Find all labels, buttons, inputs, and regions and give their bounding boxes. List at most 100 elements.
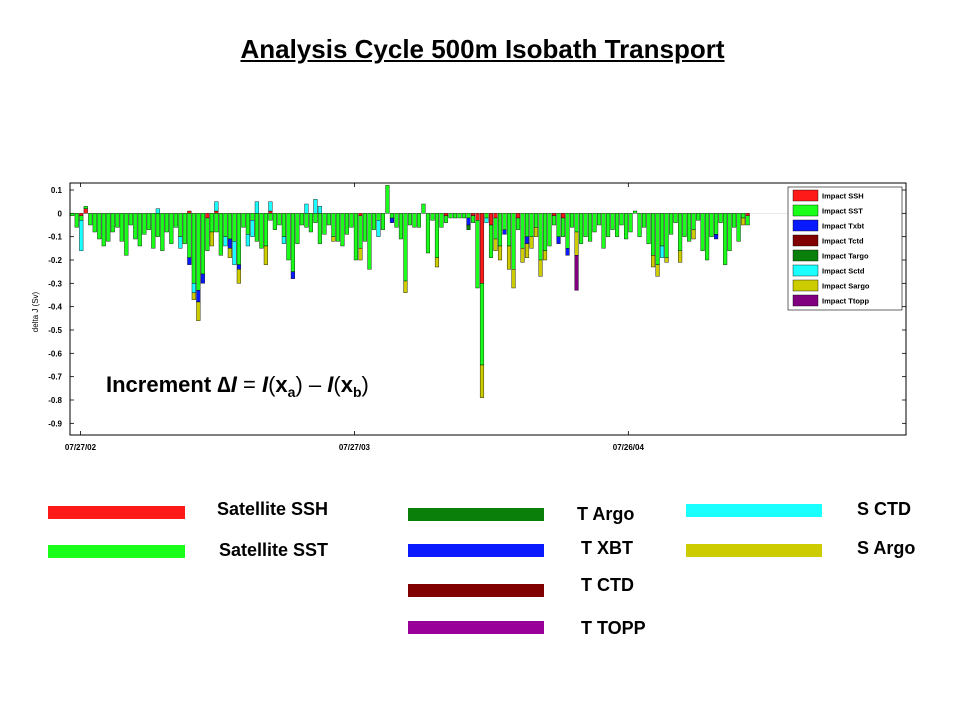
y-tick-label: -0.5 bbox=[48, 326, 62, 335]
bar-segment-sst bbox=[484, 213, 489, 219]
label-t-ctd: T CTD bbox=[581, 575, 634, 595]
bar-segment-sst bbox=[241, 213, 246, 228]
bar-segment-sst bbox=[151, 213, 156, 249]
y-tick-label: -0.2 bbox=[48, 256, 62, 265]
bar-segment-sst bbox=[651, 213, 656, 256]
bar-segment-sst bbox=[227, 213, 232, 240]
bar-segment-sst bbox=[169, 213, 174, 244]
bar-segment-sst bbox=[349, 213, 354, 228]
bar-segment-txbt bbox=[524, 236, 530, 244]
bar-segment-sst bbox=[727, 213, 732, 251]
annotation-minus: – bbox=[303, 372, 327, 397]
x-tick-label: 07/26/04 bbox=[613, 443, 645, 452]
bar-segment-sst bbox=[236, 213, 241, 265]
bar-segment-sargo bbox=[655, 264, 660, 277]
bar-segment-sargo bbox=[434, 257, 440, 268]
bar-segment-sctd bbox=[304, 203, 309, 214]
annotation-rp2: ) bbox=[362, 372, 369, 397]
bar-segment-sst bbox=[660, 213, 665, 247]
bar-segment-sargo bbox=[511, 269, 516, 289]
bar-segment-sst bbox=[412, 213, 417, 228]
bar-segment-sctd bbox=[232, 241, 237, 265]
bar-segment-sst bbox=[448, 213, 453, 219]
bar-segment-sst bbox=[565, 213, 570, 249]
bar-segment-sst bbox=[705, 213, 710, 261]
chart-title: Analysis Cycle 500m Isobath Transport bbox=[240, 34, 725, 64]
bar-segment-ssh bbox=[515, 213, 521, 219]
swatch-t-topp bbox=[408, 621, 544, 634]
bar-segment-sst bbox=[628, 213, 633, 233]
bar-segment-ssh bbox=[488, 213, 494, 226]
bar-segment-sargo bbox=[227, 248, 232, 258]
bar-segment-sst bbox=[493, 217, 498, 240]
bar-segment-sst bbox=[542, 213, 548, 251]
bar-segment-sst bbox=[295, 213, 300, 244]
x-tick-label: 07/27/03 bbox=[339, 443, 371, 452]
bar-segment-sst bbox=[340, 213, 345, 247]
bar-segment-sst bbox=[286, 213, 291, 261]
bar-segment-sst bbox=[326, 213, 331, 226]
bar-segment-sargo bbox=[196, 301, 201, 321]
y-tick-label: -0.6 bbox=[48, 349, 62, 358]
bar-segment-sst bbox=[443, 215, 449, 223]
bar-segment-sst bbox=[380, 213, 385, 230]
label-t-argo: T Argo bbox=[577, 504, 635, 524]
bar-segment-sargo bbox=[191, 292, 196, 300]
bar-segment-sst bbox=[218, 213, 223, 256]
bar-segment-sargo bbox=[678, 250, 683, 263]
label-satellite-ssh: Satellite SSH bbox=[217, 499, 329, 519]
bar-segment-ssh bbox=[443, 213, 449, 216]
x-tick-label: 07/27/02 bbox=[65, 443, 97, 452]
bar-segment-sst bbox=[137, 213, 142, 247]
bar-segment-sst bbox=[187, 213, 192, 258]
bar-segment-sst bbox=[592, 213, 597, 233]
bar-segment-sst bbox=[515, 217, 521, 230]
swatch-s-argo bbox=[686, 544, 822, 557]
bar-segment-sst bbox=[371, 213, 376, 230]
bar-segment-ssh bbox=[79, 213, 84, 216]
bar-segment-sst bbox=[259, 213, 264, 249]
bar-segment-sst bbox=[313, 213, 318, 223]
bar-segment-sargo bbox=[574, 231, 579, 256]
y-tick-label: -0.8 bbox=[48, 396, 62, 405]
bar-segment-sst bbox=[696, 213, 701, 221]
bar-segment-sst bbox=[263, 213, 268, 247]
bar-segment-sst bbox=[691, 213, 696, 230]
bar-segment-sst bbox=[106, 213, 111, 242]
bar-segment-sctd bbox=[79, 220, 84, 251]
annotation-eq: = bbox=[237, 372, 262, 397]
bar-segment-sst bbox=[398, 213, 403, 240]
bar-series bbox=[70, 185, 906, 398]
bar-segment-ssh bbox=[561, 213, 566, 219]
bar-segment-sst bbox=[574, 213, 579, 233]
bar-segment-sst bbox=[128, 213, 133, 226]
bar-segment-sst bbox=[529, 213, 534, 237]
bar-segment-sst bbox=[524, 213, 530, 237]
bar-segment-sst bbox=[475, 220, 480, 289]
bar-segment-sargo bbox=[524, 243, 530, 258]
bar-segment-sst bbox=[745, 215, 750, 226]
bar-segment-ssh bbox=[214, 210, 219, 214]
bar-segment-sst bbox=[245, 213, 250, 235]
bar-segment-sst bbox=[506, 213, 512, 247]
bar-segment-sst bbox=[83, 206, 88, 209]
bar-segment-sst bbox=[304, 213, 309, 228]
bar-segment-sst bbox=[367, 213, 372, 270]
bar-segment-sst bbox=[290, 213, 295, 272]
legend-label: Impact Sargo bbox=[822, 282, 870, 291]
bar-segment-txbt bbox=[200, 273, 205, 284]
bar-segment-sst bbox=[74, 213, 79, 228]
bar-segment-sst bbox=[551, 215, 557, 226]
bar-segment-sst bbox=[633, 210, 638, 214]
bar-segment-ssh bbox=[493, 213, 498, 219]
bar-segment-ssh bbox=[83, 208, 88, 214]
bar-segment-ssh bbox=[479, 213, 485, 284]
bar-segment-sctd bbox=[191, 283, 196, 293]
bar-segment-sst bbox=[678, 213, 683, 251]
bar-segment-sargo bbox=[331, 236, 336, 242]
bar-segment-sst bbox=[687, 213, 692, 242]
bar-segment-sctd bbox=[250, 220, 255, 237]
bar-segment-sst bbox=[425, 213, 431, 254]
bar-segment-sctd bbox=[155, 208, 160, 214]
